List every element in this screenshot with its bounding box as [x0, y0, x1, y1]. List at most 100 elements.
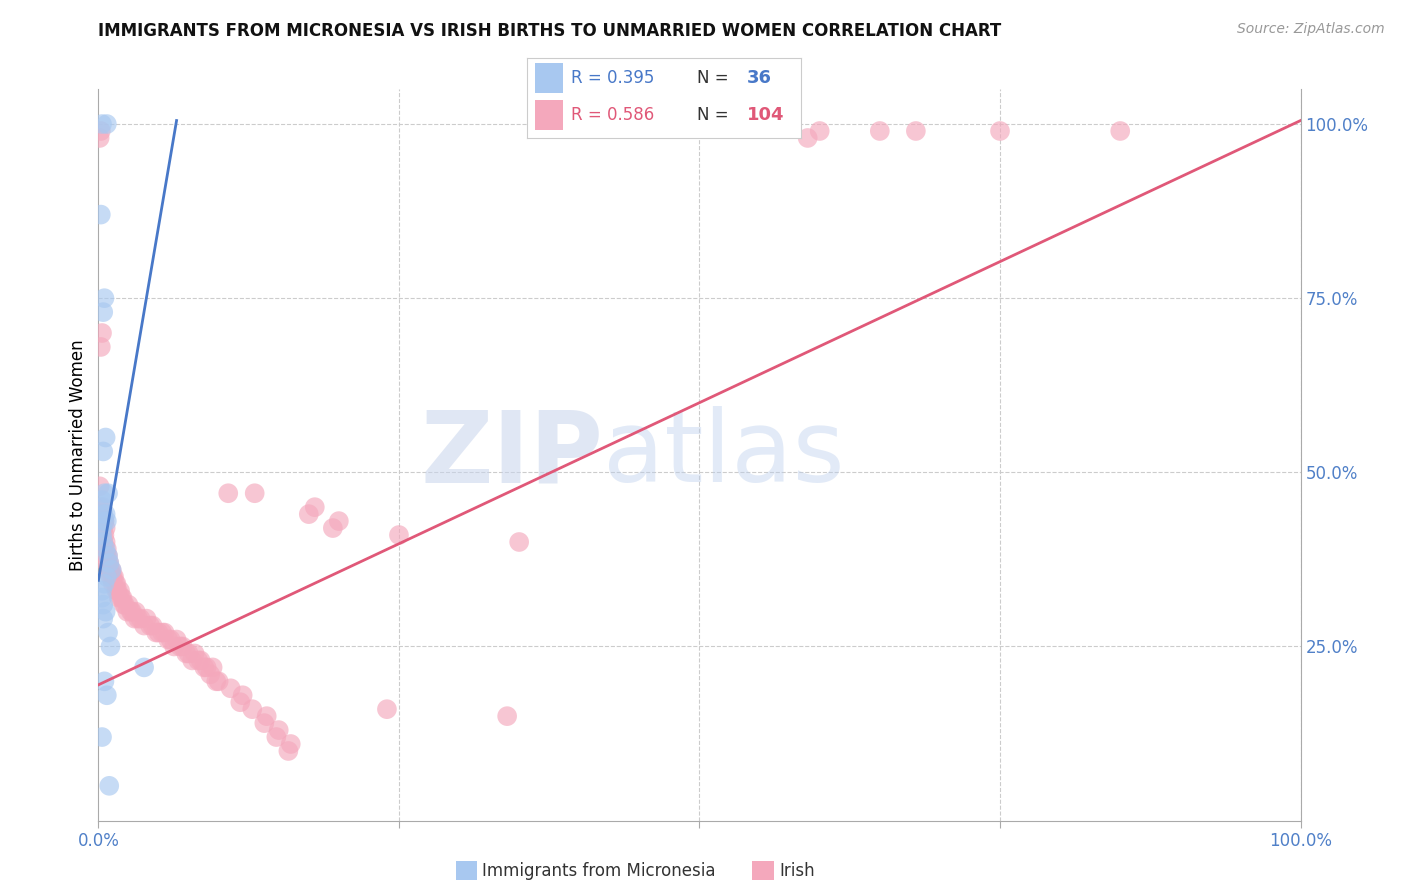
- Point: [193, 660, 215, 674]
- Point: [94, 535, 117, 549]
- Point: [101, 576, 124, 591]
- Point: [96, 556, 118, 570]
- Point: [93, 486, 115, 500]
- Point: [96, 570, 118, 584]
- Point: [808, 124, 831, 138]
- Text: N =: N =: [697, 106, 728, 124]
- Text: ZIP: ZIP: [420, 407, 603, 503]
- Point: [132, 618, 155, 632]
- Point: [232, 688, 254, 702]
- Point: [181, 653, 204, 667]
- Point: [98, 556, 121, 570]
- Point: [91, 528, 114, 542]
- Point: [101, 570, 124, 584]
- Point: [98, 779, 121, 793]
- Point: [91, 514, 114, 528]
- Text: R = 0.586: R = 0.586: [571, 106, 654, 124]
- Point: [91, 493, 114, 508]
- Point: [90, 340, 112, 354]
- Point: [93, 541, 115, 556]
- Point: [277, 744, 299, 758]
- Point: [217, 486, 239, 500]
- Text: 104: 104: [747, 106, 785, 124]
- Point: [150, 625, 173, 640]
- Point: [91, 521, 114, 535]
- Point: [98, 556, 121, 570]
- Point: [125, 605, 148, 619]
- Point: [157, 632, 180, 647]
- Point: [89, 507, 111, 521]
- Point: [127, 612, 149, 626]
- Point: [97, 625, 120, 640]
- Point: [98, 563, 121, 577]
- Point: [89, 479, 111, 493]
- Point: [91, 535, 114, 549]
- Point: [90, 208, 112, 222]
- Point: [94, 541, 117, 556]
- Point: [253, 716, 276, 731]
- Point: [108, 583, 131, 598]
- Point: [328, 514, 350, 528]
- Text: atlas: atlas: [603, 407, 845, 503]
- Point: [91, 521, 114, 535]
- Point: [388, 528, 411, 542]
- Point: [91, 730, 114, 744]
- Point: [166, 632, 188, 647]
- Point: [91, 305, 114, 319]
- Point: [100, 640, 122, 654]
- Point: [100, 563, 122, 577]
- Point: [132, 660, 155, 674]
- Point: [105, 576, 128, 591]
- Point: [117, 598, 139, 612]
- Point: [111, 591, 134, 605]
- Point: [117, 605, 139, 619]
- Point: [91, 507, 114, 521]
- Point: [110, 591, 132, 605]
- Point: [94, 605, 117, 619]
- Point: [97, 549, 120, 563]
- Point: [91, 326, 114, 340]
- Point: [904, 124, 927, 138]
- Point: [91, 117, 114, 131]
- Point: [195, 660, 218, 674]
- Point: [988, 124, 1011, 138]
- Point: [91, 507, 114, 521]
- Point: [375, 702, 398, 716]
- Y-axis label: Births to Unmarried Women: Births to Unmarried Women: [69, 339, 87, 571]
- Point: [153, 625, 176, 640]
- Point: [240, 702, 263, 716]
- Point: [183, 647, 205, 661]
- Point: [205, 674, 228, 689]
- Point: [169, 640, 191, 654]
- Point: [93, 514, 115, 528]
- Point: [107, 583, 129, 598]
- Point: [90, 507, 112, 521]
- Point: [100, 570, 122, 584]
- Point: [96, 514, 118, 528]
- Point: [219, 681, 242, 696]
- Point: [256, 709, 278, 723]
- Point: [93, 674, 115, 689]
- Text: R = 0.395: R = 0.395: [571, 69, 654, 87]
- Point: [100, 563, 122, 577]
- Bar: [536, 100, 562, 130]
- Point: [96, 117, 118, 131]
- Point: [105, 583, 128, 598]
- Point: [141, 618, 163, 632]
- Text: 36: 36: [747, 69, 772, 87]
- Point: [97, 486, 120, 500]
- Point: [89, 500, 111, 515]
- Point: [93, 514, 115, 528]
- Text: Source: ZipAtlas.com: Source: ZipAtlas.com: [1237, 22, 1385, 37]
- Bar: [752, 862, 775, 880]
- Point: [172, 640, 194, 654]
- Point: [91, 583, 114, 598]
- Point: [96, 688, 118, 702]
- Point: [145, 625, 167, 640]
- Point: [93, 528, 115, 542]
- Point: [112, 598, 135, 612]
- Point: [148, 625, 170, 640]
- Point: [93, 576, 115, 591]
- Point: [97, 549, 120, 563]
- Point: [869, 124, 891, 138]
